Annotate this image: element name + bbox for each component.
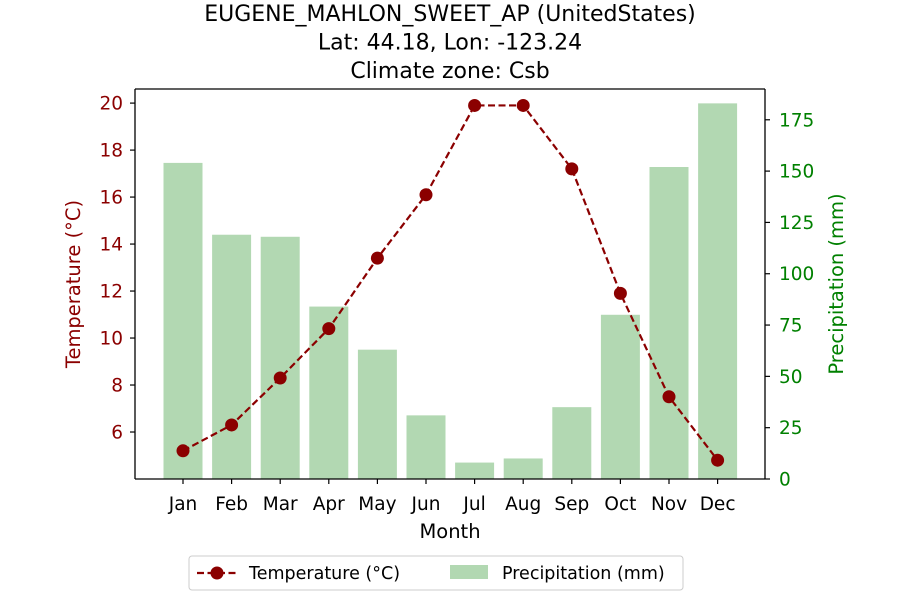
legend-precipitation-swatch [450,565,488,579]
precipitation-bar [552,407,592,479]
temperature-point [613,286,627,300]
temperature-point [225,418,239,432]
temperature-point [322,322,336,336]
left-tick-label: 12 [99,282,123,303]
legend-precipitation-label: Precipitation (mm) [502,564,665,584]
temperature-series-line [182,104,719,461]
left-tick-label: 6 [111,423,123,444]
left-tick-label: 14 [99,235,123,256]
precipitation-bar [503,458,543,479]
left-tick-label: 10 [99,329,123,350]
right-tick-label: 0 [779,470,791,491]
x-tick-label: Feb [215,494,248,515]
precipitation-bar [309,306,349,479]
precipitation-bar [649,167,689,479]
chart-axes [134,88,766,480]
x-tick-label: Dec [700,494,736,515]
temperature-point [273,371,287,385]
x-tick-label: Nov [651,494,687,515]
temperature-point [370,251,384,265]
chart-title-line: Climate zone: Csb [350,59,549,84]
temperature-point [662,390,676,404]
precipitation-bar [406,415,446,479]
x-axis-label: Month [419,520,480,543]
temperature-point [516,98,530,112]
right-tick-label: 75 [779,316,803,337]
right-tick-label: 125 [779,213,814,234]
x-tick-label: Mar [263,494,298,515]
left-axis: 6 8 10 12 14 16 18 20 Temperature (°C) [62,94,135,444]
precipitation-bar [600,314,640,479]
x-tick-label: Jan [168,494,198,515]
x-tick-label: Apr [313,494,345,515]
precipitation-bar [212,234,252,479]
x-axis: Jan Feb Mar Apr May Jun Jul Aug Sep Oct Nov Dec Mont… [168,479,736,543]
legend-temperature-marker [210,566,224,580]
right-axis: 0 25 50 75 100 125 150 175 Precipitation (mm) [765,110,848,491]
precipitation-bar [455,462,495,479]
x-tick-label: Jun [411,494,441,515]
right-tick-label: 100 [779,264,814,285]
right-tick-label: 175 [779,110,814,131]
x-tick-label: May [358,494,396,515]
x-tick-label: Oct [604,494,636,515]
right-tick-label: 150 [779,162,814,183]
temperature-point [468,98,482,112]
precipitation-bar [163,162,203,480]
chart-title-line: Lat: 44.18, Lon: -123.24 [318,31,582,56]
left-tick-label: 20 [99,94,123,115]
right-axis-label: Precipitation (mm) [825,193,848,374]
temperature-point [419,188,433,202]
left-tick-label: 8 [111,376,123,397]
left-axis-label: Temperature (°C) [62,200,85,369]
precipitation-bar [260,236,300,479]
x-tick-label: Jul [462,494,485,515]
precipitation-bar [357,349,397,479]
temperature-point [176,444,190,458]
right-tick-label: 25 [779,418,803,439]
x-tick-label: Sep [554,494,589,515]
chart-title-line: EUGENE_MAHLON_SWEET_AP (UnitedStates) [204,2,696,27]
left-tick-label: 18 [99,141,123,162]
legend: Temperature (°C) Precipitation (mm) [188,555,684,591]
temperature-point [565,162,579,176]
legend-temperature-label: Temperature (°C) [248,564,400,584]
legend-box [188,555,684,591]
left-tick-label: 16 [99,188,123,209]
temperature-point [711,453,725,467]
precipitation-bars [163,103,738,480]
right-tick-label: 50 [779,367,803,388]
x-tick-label: Aug [505,494,541,515]
chart-title: EUGENE_MAHLON_SWEET_AP (UnitedStates) Lat… [204,2,696,84]
temperature-line [176,98,725,467]
precipitation-bar [698,103,738,480]
